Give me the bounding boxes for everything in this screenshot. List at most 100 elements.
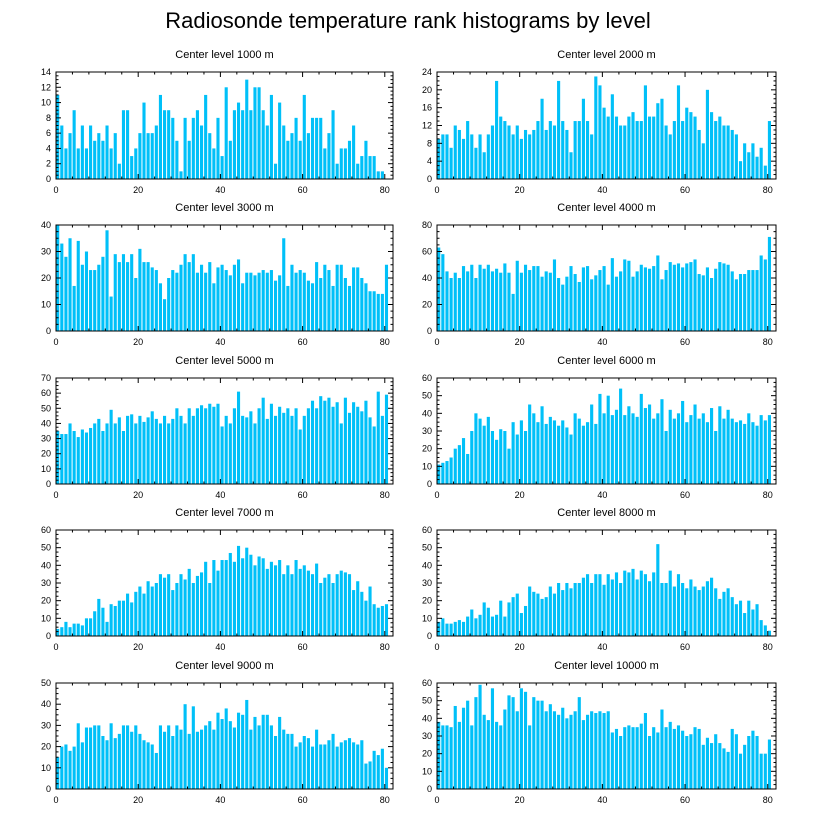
histogram-bar: [183, 254, 187, 331]
histogram-bar: [216, 117, 220, 179]
histogram-bar: [598, 393, 602, 484]
histogram-bar: [167, 423, 171, 484]
histogram-bar: [697, 728, 701, 789]
histogram-bar: [138, 586, 142, 636]
histogram-bar: [734, 279, 738, 331]
histogram-bar: [208, 262, 212, 331]
histogram-bar: [241, 415, 245, 484]
histogram-bar: [204, 725, 208, 789]
histogram-bar: [495, 80, 499, 179]
histogram-bar: [557, 583, 561, 636]
histogram-bar: [310, 117, 315, 179]
histogram-bar: [635, 271, 639, 332]
histogram-bar: [763, 753, 767, 789]
histogram-bar: [490, 688, 495, 789]
histogram-bar: [495, 614, 499, 636]
histogram-bar: [681, 121, 685, 179]
histogram-bar: [171, 270, 175, 331]
histogram-bar: [734, 422, 738, 484]
histogram-bar: [747, 600, 751, 636]
histogram-bar: [315, 729, 319, 789]
histogram-bar: [224, 415, 228, 484]
histogram-bar: [199, 264, 204, 331]
histogram-bar: [722, 591, 726, 636]
histogram-bar: [714, 121, 718, 179]
histogram-bar: [490, 125, 495, 179]
histogram-bar: [751, 270, 755, 331]
histogram-bar: [730, 271, 734, 332]
histogram-bar: [610, 732, 614, 789]
x-tick-label: 0: [434, 185, 439, 195]
histogram-bar: [294, 560, 298, 636]
histogram-bar: [101, 736, 105, 789]
histogram-bar: [738, 753, 743, 789]
histogram-bar: [89, 727, 93, 789]
histogram-bar: [652, 116, 656, 179]
histogram-bar: [257, 408, 261, 484]
histogram-bar: [453, 621, 457, 636]
histogram-bar: [117, 733, 121, 789]
histogram-bar: [216, 267, 220, 331]
histogram-bar: [364, 600, 368, 636]
histogram-bar: [710, 577, 714, 636]
histogram-bar: [602, 107, 606, 179]
histogram-bar: [146, 133, 150, 179]
y-tick-label: 30: [41, 434, 51, 444]
histogram-bar: [80, 742, 84, 789]
histogram-bar: [590, 134, 594, 179]
histogram-bar: [273, 565, 278, 636]
y-tick-label: 0: [46, 174, 51, 184]
histogram-bar: [672, 264, 676, 331]
histogram-bar: [528, 725, 532, 789]
histogram-bar: [693, 259, 697, 331]
histogram-bar: [343, 572, 347, 636]
histogram-panel-2: Center level 2000 m 0 4 8 12 16 20 24 0 20 40 60 80: [422, 49, 777, 195]
histogram-bar: [722, 418, 726, 484]
histogram-bar: [614, 572, 619, 636]
x-tick-label: 20: [133, 642, 143, 652]
histogram-bar: [134, 725, 138, 789]
histogram-bar: [548, 272, 552, 331]
histogram-bar: [331, 583, 335, 636]
histogram-bar: [142, 593, 146, 636]
y-tick-label: 12: [41, 82, 51, 92]
histogram-bar: [290, 574, 294, 636]
x-tick-label: 40: [215, 490, 225, 500]
histogram-bar: [60, 627, 64, 636]
histogram-bar: [503, 431, 507, 484]
histogram-bar: [204, 94, 208, 179]
histogram-bar: [478, 684, 482, 789]
x-tick-label: 60: [298, 185, 308, 195]
histogram-bar: [437, 721, 441, 789]
histogram-bar: [347, 140, 352, 179]
histogram-bar: [614, 276, 619, 331]
histogram-bar: [380, 415, 384, 484]
y-tick-label: 10: [422, 766, 432, 776]
histogram-bar: [150, 411, 154, 484]
histogram-bar: [347, 738, 352, 789]
histogram-bar: [384, 604, 389, 636]
histogram-bar: [101, 140, 105, 179]
histogram-bar: [569, 152, 573, 179]
y-tick-label: 8: [46, 113, 51, 123]
histogram-bar: [290, 415, 294, 484]
histogram-bar: [228, 275, 232, 331]
histogram-bar: [590, 404, 594, 484]
x-tick-label: 0: [53, 337, 58, 347]
y-tick-label: 10: [41, 464, 51, 474]
y-tick-label: 0: [427, 174, 432, 184]
histogram-bar: [523, 691, 528, 789]
histogram-bar: [339, 264, 343, 331]
histogram-bar: [668, 409, 672, 484]
histogram-bar: [191, 583, 195, 636]
x-tick-label: 20: [515, 185, 525, 195]
y-tick-label: 50: [422, 696, 432, 706]
histogram-bar: [364, 763, 368, 789]
histogram-bar: [676, 85, 681, 180]
histogram-bar: [614, 116, 619, 179]
histogram-bar: [245, 79, 249, 179]
histogram-bar: [507, 272, 511, 331]
histogram-bar: [635, 727, 639, 789]
histogram-bar: [269, 270, 273, 331]
histogram-panel-7: Center level 7000 m 0 10 20 30 40 50 60 0 20 40 60 8…: [41, 507, 394, 652]
